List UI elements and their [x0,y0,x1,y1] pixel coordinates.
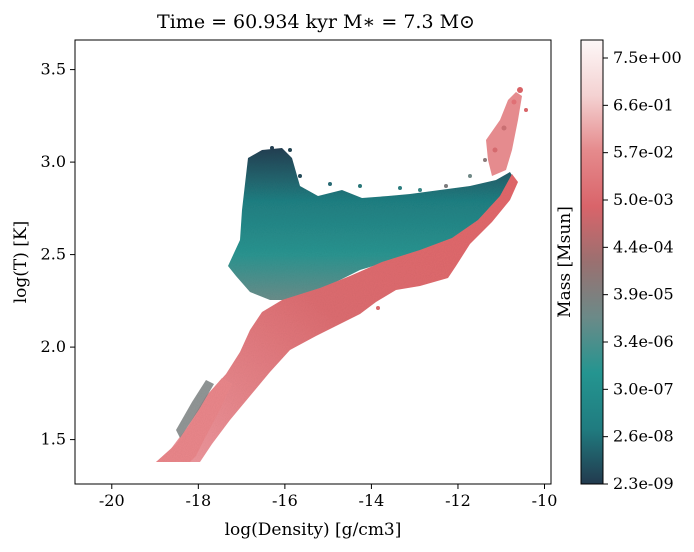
x-tick-label: -12 [445,491,471,510]
chart-title: Time = 60.934 kyr M∗ = 7.3 M⊙ [157,11,475,33]
colorbar-gradient [580,39,604,485]
y-tick-label: 2.5 [41,245,66,264]
colorbar-tick-label: 3.0e-07 [613,379,674,398]
y-axis-label: log(T) [K] [11,221,31,304]
y-tick-label: 3.5 [41,60,66,79]
y-axis: 1.5 2.0 2.5 3.0 3.5 [41,60,75,449]
y-tick-label: 3.0 [41,152,66,171]
plot-frame [74,39,552,485]
colorbar-tick-label: 5.7e-02 [613,143,674,162]
hot-dense-branch-region [270,87,528,310]
colorbar-tick-label: 4.4e-04 [613,237,674,256]
colorbar-tick-label: 7.5e+00 [613,48,682,67]
heatmap-distribution [156,87,528,462]
colorbar-tick-label: 3.4e-06 [613,332,674,351]
colorbar: 2.3e-09 2.6e-08 3.0e-07 3.4e-06 3.9e-05 4.4e-… [555,39,682,493]
main-ridge-region [156,174,518,462]
colorbar-tick-label: 2.6e-08 [613,427,674,446]
warm-diffuse-plume-region [228,148,516,300]
colorbar-tick-label: 5.0e-03 [613,190,674,209]
x-tick-label: -20 [99,491,125,510]
colorbar-ticks: 2.3e-09 2.6e-08 3.0e-07 3.4e-06 3.9e-05 4.4e-… [603,48,682,493]
colorbar-label: Mass [Msun] [555,206,575,318]
colorbar-tick-label: 3.9e-05 [613,285,674,304]
y-tick-label: 1.5 [41,430,66,449]
x-tick-label: -14 [359,491,385,510]
cold-dense-tail-region [156,378,232,462]
y-tick-label: 2.0 [41,337,66,356]
colorbar-tick-label: 6.6e-01 [613,95,674,114]
x-tick-label: -16 [272,491,298,510]
x-axis: -20 -18 -16 -14 -12 -10 [99,484,557,510]
x-tick-label: -10 [532,491,558,510]
x-tick-label: -18 [185,491,211,510]
x-axis-label: log(Density) [g/cm3] [225,520,402,540]
colorbar-tick-label: 2.3e-09 [613,474,674,493]
